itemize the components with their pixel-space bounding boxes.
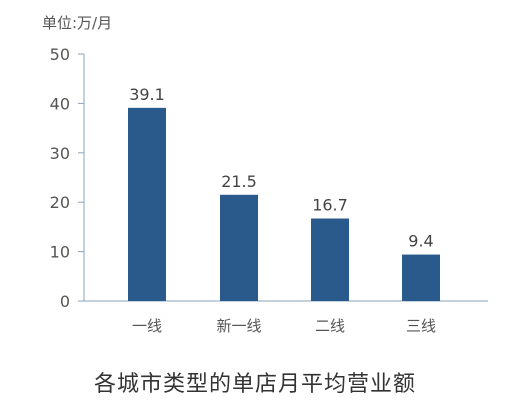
x-tick-label: 三线 <box>406 317 436 335</box>
y-tick-label: 20 <box>50 193 70 212</box>
x-tick-label: 新一线 <box>216 317 261 335</box>
y-tick-label: 10 <box>50 243 70 262</box>
data-label: 39.1 <box>129 85 165 104</box>
y-tick-label: 0 <box>60 292 70 311</box>
y-unit-label: 单位:万/月 <box>42 14 113 32</box>
y-tick-label: 50 <box>50 45 70 64</box>
x-tick-labels: 一线 新一线 二线 三线 <box>132 317 436 335</box>
data-label: 16.7 <box>312 196 348 215</box>
y-tick-label: 30 <box>50 144 70 163</box>
bar-二线 <box>311 218 349 301</box>
bar-新一线 <box>220 194 258 301</box>
data-label: 9.4 <box>408 232 433 251</box>
data-label: 21.5 <box>221 172 257 191</box>
y-tick-label: 40 <box>50 94 70 113</box>
bar-三线 <box>402 254 440 301</box>
y-tick-labels: 0 10 20 30 40 50 <box>50 45 70 311</box>
x-tick-label: 一线 <box>132 317 162 335</box>
data-labels: 39.1 21.5 16.7 9.4 <box>129 85 434 251</box>
chart-title: 各城市类型的单店月平均营业额 <box>93 372 416 397</box>
bar-一线 <box>128 107 166 301</box>
x-tick-label: 二线 <box>315 317 345 335</box>
bars <box>128 107 440 301</box>
